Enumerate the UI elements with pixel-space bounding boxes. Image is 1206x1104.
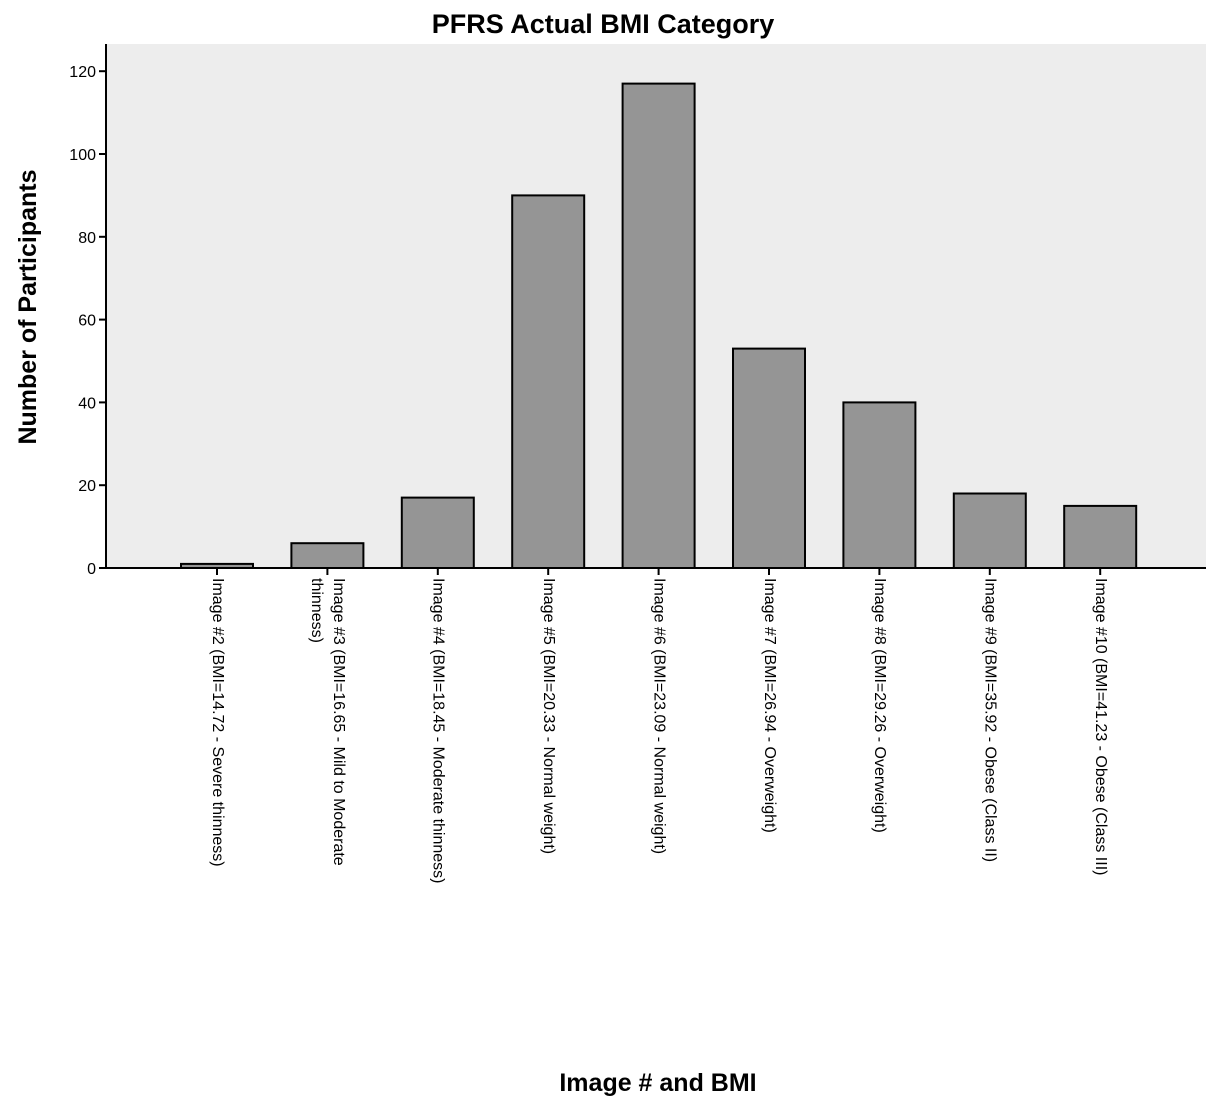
y-tick-label: 20 — [78, 478, 96, 495]
x-tick-label: Image #6 (BMI=23.09 - Normal weight) — [650, 578, 667, 854]
x-tick-label: Image #7 (BMI=26.94 - Overweight) — [761, 578, 778, 833]
bar-4 — [511, 194, 586, 569]
bar-8 — [952, 492, 1027, 569]
bar-2 — [290, 542, 365, 570]
x-tick-label: Image #9 (BMI=35.92 - Obese (Class II) — [982, 578, 999, 862]
chart-title: PFRS Actual BMI Category — [432, 9, 775, 39]
bar-7 — [842, 401, 917, 569]
x-axis-title: Image # and BMI — [559, 1069, 756, 1097]
x-tick-label: Image #10 (BMI=41.23 - Obese (Class III) — [1092, 578, 1109, 875]
x-tick-label: thinness) — [308, 578, 325, 643]
x-tick-label: Image #5 (BMI=20.33 - Normal weight) — [540, 578, 557, 854]
bar-5 — [621, 82, 696, 569]
x-tick-label: Image #2 (BMI=14.72 - Severe thinness) — [209, 578, 226, 867]
x-axis-ticks: Image #2 (BMI=14.72 - Severe thinness) Im… — [209, 568, 1109, 884]
x-tick-label: Image #4 (BMI=18.45 - Moderate thinness) — [430, 578, 447, 884]
bar-9 — [1063, 504, 1138, 569]
x-tick-label: Image #8 (BMI=29.26 - Overweight) — [871, 578, 888, 833]
y-axis-title: Number of Participants — [14, 169, 42, 444]
y-axis-ticks: 0 20 40 60 80 100 120 — [69, 64, 106, 578]
y-tick-label: 100 — [69, 147, 96, 164]
y-tick-label: 0 — [87, 561, 96, 578]
y-tick-label: 80 — [78, 230, 96, 247]
y-tick-label: 40 — [78, 395, 96, 412]
bars-group — [180, 82, 1138, 570]
x-tick-label: Image #3 (BMI=16.65 - Mild to Moderate — [330, 578, 347, 866]
y-tick-label: 120 — [69, 64, 96, 81]
bar-6 — [732, 347, 806, 569]
y-tick-label: 60 — [78, 313, 96, 330]
bar-3 — [400, 496, 475, 570]
